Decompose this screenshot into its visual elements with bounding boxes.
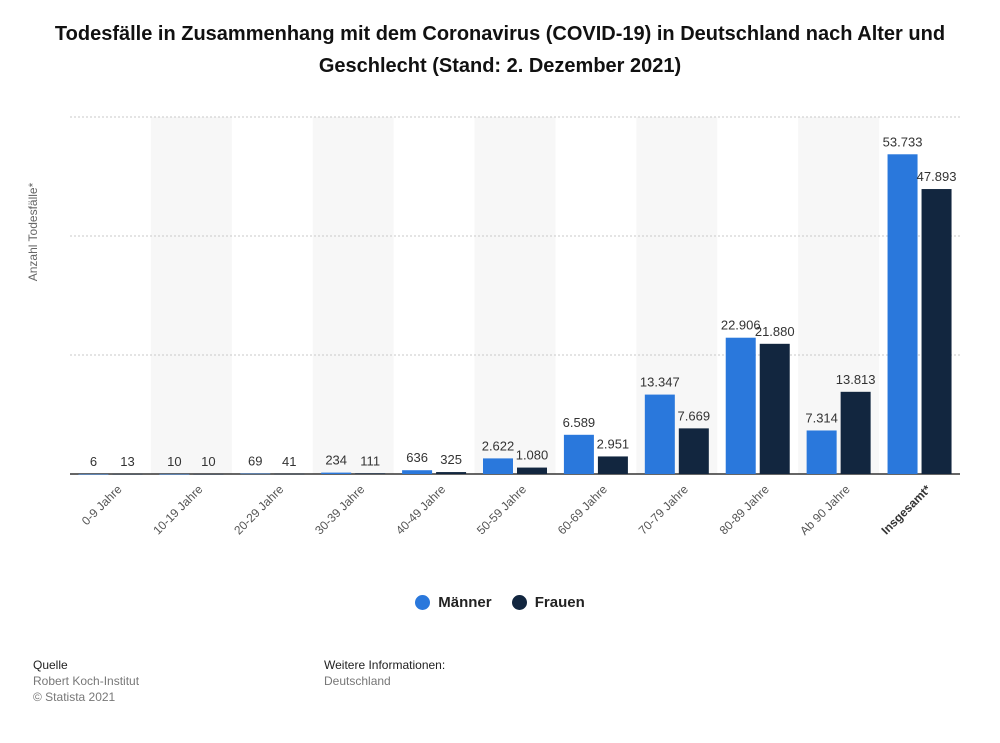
chart-title: Todesfälle in Zusammenhang mit dem Coron… <box>54 23 946 77</box>
value-label-frauen: 10 <box>201 454 215 469</box>
value-label-frauen: 21.880 <box>755 324 795 339</box>
bar-maenner[interactable] <box>402 470 433 474</box>
legend-label-frauen: Frauen <box>534 594 585 611</box>
category-label: 10-19 Jahre <box>150 482 205 537</box>
bar-frauen[interactable] <box>840 391 871 474</box>
legend-dot-maenner <box>415 595 431 610</box>
bar-frauen[interactable] <box>355 473 386 474</box>
bar-frauen[interactable] <box>597 456 628 474</box>
value-label-maenner: 234 <box>325 453 347 468</box>
bar-maenner[interactable] <box>725 337 756 474</box>
legend-label-maenner: Männer <box>438 594 492 611</box>
value-label-frauen: 111 <box>360 453 380 468</box>
category-label: 30-39 Jahre <box>312 482 367 537</box>
category-label: Ab 90 Jahre <box>797 482 853 538</box>
value-labels: 6 10 69 234 636 2.622 6.589 13.347 22.906 7.314 53… <box>90 134 957 469</box>
bar-maenner[interactable] <box>78 473 109 475</box>
value-label-frauen: 2.951 <box>597 436 630 451</box>
value-label-maenner: 22.906 <box>721 318 761 333</box>
info-block: Weitere Informationen: Deutschland <box>324 657 445 689</box>
bar-maenner[interactable] <box>887 154 918 475</box>
legend-dot-frauen <box>511 595 527 610</box>
value-label-frauen: 13 <box>120 454 134 469</box>
category-label: 20-29 Jahre <box>231 482 286 537</box>
bar-frauen[interactable] <box>517 467 547 474</box>
category-bands <box>150 117 880 474</box>
bar-maenner[interactable] <box>321 472 352 474</box>
legend: Männer Frauen <box>0 594 1000 614</box>
value-label-frauen: 325 <box>440 452 462 467</box>
category-band <box>474 117 556 474</box>
bar-maenner[interactable] <box>159 473 190 475</box>
category-label: Insgesamt* <box>878 482 933 537</box>
bar-maenner[interactable] <box>483 458 513 474</box>
value-label-maenner: 636 <box>406 450 428 465</box>
category-label: 70-79 Jahre <box>636 482 691 537</box>
value-label-frauen: 41 <box>282 454 296 469</box>
legend-item-maenner[interactable]: Männer <box>415 594 492 611</box>
value-label-maenner: 7.314 <box>805 410 838 425</box>
value-label-maenner: 2.622 <box>482 438 515 453</box>
copyright[interactable]: © Statista 2021 <box>33 690 116 704</box>
value-label-maenner: 6 <box>90 454 97 469</box>
value-label-frauen: 13.813 <box>836 372 876 387</box>
legend-item-frauen[interactable]: Frauen <box>511 594 585 611</box>
bar-frauen[interactable] <box>921 189 952 474</box>
bar-maenner[interactable] <box>806 430 837 474</box>
source-heading: Quelle <box>33 658 68 672</box>
bar-frauen[interactable] <box>759 343 790 474</box>
category-label: 40-49 Jahre <box>393 482 448 537</box>
category-labels: 0-9 Jahre 10-19 Jahre 20-29 Jahre 30-39 Jah… <box>79 482 934 538</box>
value-label-frauen: 47.893 <box>917 169 957 184</box>
bar-maenner[interactable] <box>240 473 271 475</box>
bar-frauen[interactable] <box>193 473 224 475</box>
value-label-maenner: 53.733 <box>883 134 923 149</box>
bar-frauen[interactable] <box>274 473 305 475</box>
bar-frauen[interactable] <box>112 473 143 475</box>
value-label-frauen: 1.080 <box>516 448 549 463</box>
category-band <box>150 117 232 474</box>
bar-maenner[interactable] <box>563 434 594 474</box>
bar-frauen[interactable] <box>436 472 467 474</box>
category-label: 50-59 Jahre <box>474 482 529 537</box>
category-band <box>312 117 394 474</box>
source-block: Quelle Robert Koch-Institut © Statista 2… <box>33 657 139 705</box>
category-label: 0-9 Jahre <box>79 482 125 528</box>
value-label-maenner: 10 <box>167 454 181 469</box>
info-text: Deutschland <box>324 674 391 688</box>
bars <box>78 154 952 475</box>
category-label: 60-69 Jahre <box>555 482 610 537</box>
value-label-maenner: 69 <box>248 454 262 469</box>
info-heading: Weitere Informationen: <box>324 658 446 672</box>
value-label-frauen: 7.669 <box>678 408 711 423</box>
bar-maenner[interactable] <box>644 394 675 474</box>
bar-frauen[interactable] <box>678 428 709 474</box>
bar-chart: 6 10 69 234 636 2.622 6.589 13.347 22.906 7.314 53… <box>70 116 960 538</box>
value-label-maenner: 6.589 <box>563 415 596 430</box>
category-label: 80-89 Jahre <box>717 482 772 537</box>
value-label-maenner: 13.347 <box>640 375 680 390</box>
source-name[interactable]: Robert Koch-Institut <box>33 674 140 688</box>
